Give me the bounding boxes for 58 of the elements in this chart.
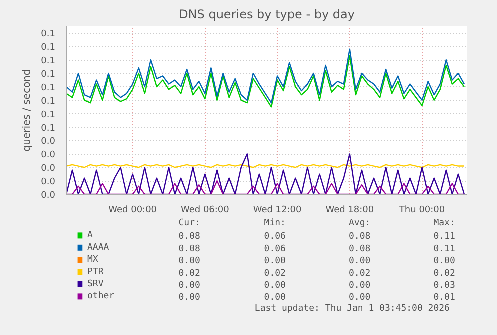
y-tick-label: 0.1 [41,96,56,107]
x-tick-label: Wed 06:00 [180,206,230,216]
text: Max: [434,218,456,228]
text: 0.00 [349,281,371,291]
text: Cur: [178,218,200,228]
text: 0.08 [349,232,371,242]
y-tick-label: 0.1 [41,56,56,67]
text: 0.02 [349,268,371,279]
y-tick-label: 0.0 [41,191,56,201]
x-tick-label: Wed 12:00 [253,206,302,216]
y-tick-label: 0.1 [41,110,56,120]
line-series [66,48,466,104]
legend-label: PTR [87,267,104,278]
text: 0.02 [264,268,286,279]
line-series [66,55,466,108]
legend-label: SRV [87,280,104,290]
text: 0.00 [178,293,200,304]
text: 0.00 [178,281,200,291]
text: 0.08 [178,244,200,254]
y-tick-label: 0.0 [41,137,56,148]
y-tick-label: 0.0 [41,178,56,188]
text: 0.08 [178,232,200,242]
text: 0.11 [434,232,456,242]
y-tick-label: 0.1 [41,30,56,40]
chart-title: DNS queries by type - by day [179,8,355,22]
y-tick-label: 0.1 [41,83,56,94]
legend-label: A [87,230,94,241]
text: 0.01 [434,293,456,304]
text: Last update: Thu Jan 1 03:45:00 2026 [254,304,450,314]
text: Avg: [349,218,371,228]
text: 0.03 [434,281,456,291]
text: 0.06 [264,244,286,254]
text: 0.02 [434,268,456,279]
y-tick-label: 0.1 [41,124,56,134]
text: 0.00 [264,281,286,291]
text: 0.00 [264,293,286,304]
y-axis-title: queries / second [22,69,34,152]
text: 0.00 [178,256,200,267]
text: 0.00 [349,293,371,304]
x-tick-label: Wed 18:00 [326,206,374,216]
text: 0.06 [264,232,286,242]
text: 0.00 [264,256,286,267]
y-tick-label: 0.1 [41,70,56,80]
text: 0.00 [434,256,456,267]
text: 0.00 [349,256,371,267]
y-tick-label: 0.1 [41,43,56,54]
legend-label: MX [87,255,99,266]
y-tick-label: 0.0 [41,164,56,174]
line-series [66,154,466,194]
text: 0.02 [178,268,200,279]
y-tick-label: 0.0 [41,150,56,161]
text: 0.11 [434,244,456,254]
text: Min: [264,218,286,228]
legend-label: AAAA [87,242,110,253]
x-tick-label: Wed 00:00 [108,206,158,216]
x-tick-label: Thu 00:00 [398,206,446,216]
legend-label: other [87,292,116,302]
text: 0.08 [349,244,371,254]
